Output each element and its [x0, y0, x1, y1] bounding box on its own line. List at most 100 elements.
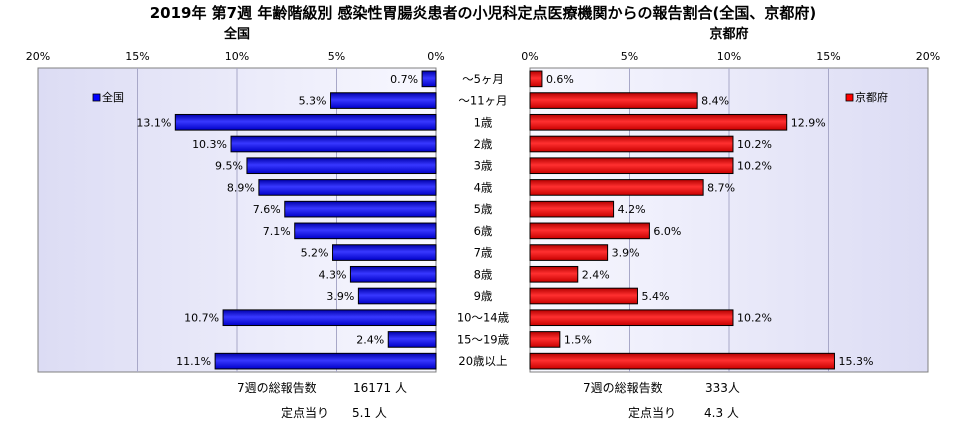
right-total-label: 7週の総報告数: [583, 380, 663, 395]
left-bar: [387, 331, 437, 348]
right-bar-value-label: 10.2%: [737, 160, 772, 173]
category-label: ～5ヶ月: [462, 72, 504, 86]
right-bar: [529, 179, 704, 196]
left-legend-swatch: [92, 93, 101, 102]
right-bar: [529, 135, 734, 153]
right-legend-label: 京都府: [855, 90, 888, 104]
category-label: 20歳以上: [458, 354, 507, 368]
left-axis-ticks: 0% 5% 10% 15% 20%: [26, 50, 445, 63]
category-label: 4歳: [474, 180, 493, 194]
right-bar: [529, 309, 734, 327]
left-tick-label: 10%: [225, 50, 249, 63]
right-bar: [529, 70, 543, 88]
right-bar: [529, 244, 609, 261]
right-bar-value-label: 10.2%: [737, 138, 772, 151]
left-per-label: 定点当り: [281, 405, 329, 420]
right-per-label: 定点当り: [628, 405, 676, 420]
left-bar-value-label: 3.9%: [326, 290, 354, 303]
left-bar-value-label: 5.2%: [301, 247, 329, 260]
right-bar: [529, 331, 561, 348]
right-bar-value-label: 2.4%: [582, 268, 610, 281]
right-bar: [529, 113, 788, 131]
right-bar-value-label: 15.3%: [838, 355, 873, 368]
left-bar-value-label: 13.1%: [136, 116, 171, 129]
right-legend: 京都府: [845, 90, 888, 104]
left-bar: [214, 352, 437, 370]
left-legend: 全国: [92, 90, 124, 104]
left-bar-value-label: 11.1%: [176, 355, 211, 368]
left-legend-label: 全国: [102, 90, 124, 104]
chart-title: 2019年 第7週 年齢階級別 感染性胃腸炎患者の小児科定点医療機関からの報告割…: [150, 4, 817, 22]
category-label: 9歳: [474, 289, 493, 303]
left-bar: [230, 135, 437, 153]
right-total-value: 333人: [705, 381, 740, 395]
left-bar-value-label: 9.5%: [215, 160, 243, 173]
left-bar-value-label: 4.3%: [318, 268, 346, 281]
right-tick-label: 15%: [816, 50, 840, 63]
right-bar: [529, 200, 615, 218]
right-series-bars: 0.6%8.4%12.9%10.2%10.2%8.7%4.2%6.0%3.9%2…: [529, 70, 873, 370]
left-total-value: 16171 人: [353, 381, 407, 395]
category-label: 3歳: [474, 159, 493, 173]
right-bar: [529, 157, 734, 175]
right-tick-label: 5%: [621, 50, 638, 63]
right-bar-value-label: 4.2%: [618, 203, 646, 216]
left-tick-label: 15%: [125, 50, 149, 63]
left-per-value: 5.1 人: [352, 406, 387, 420]
left-bar-value-label: 7.1%: [263, 225, 291, 238]
right-legend-swatch: [845, 93, 854, 102]
left-bar: [222, 309, 437, 327]
category-label: 1歳: [474, 115, 493, 129]
left-bar: [294, 222, 437, 240]
category-label: 10～14歳: [457, 311, 510, 325]
left-tick-label: 5%: [328, 50, 345, 63]
left-tick-label: 0%: [427, 50, 444, 63]
left-bar: [174, 113, 437, 131]
right-bar-value-label: 12.9%: [791, 116, 826, 129]
right-axis-ticks: 0% 5% 10% 15% 20%: [521, 50, 940, 63]
right-bar-value-label: 8.4%: [701, 95, 729, 108]
left-bar-value-label: 2.4%: [356, 333, 384, 346]
right-bar: [529, 265, 579, 283]
right-bar-value-label: 1.5%: [564, 333, 592, 346]
right-bar-value-label: 6.0%: [653, 225, 681, 238]
left-total-label: 7週の総報告数: [237, 380, 317, 395]
right-tick-label: 10%: [717, 50, 741, 63]
right-tick-label: 0%: [521, 50, 538, 63]
right-per-value: 4.3 人: [704, 406, 739, 420]
left-bar-value-label: 0.7%: [390, 73, 418, 86]
category-label: 2歳: [474, 137, 493, 151]
right-bar-value-label: 3.9%: [612, 247, 640, 260]
category-label: 15～19歳: [457, 332, 510, 346]
right-bar: [529, 352, 835, 370]
right-bar-value-label: 5.4%: [641, 290, 669, 303]
right-bar: [529, 92, 698, 109]
category-label: 7歳: [474, 246, 493, 260]
category-label: ～11ヶ月: [458, 94, 507, 108]
left-bar: [332, 244, 437, 261]
right-bar: [529, 222, 650, 240]
left-panel-title: 全国: [223, 26, 250, 42]
left-series-bars: 0.7% 5.3% 13.1% 10.3% 9.5% 8.9% 7.6% 7.1% 5.2% 4.…: [136, 70, 437, 370]
left-bar-value-label: 5.3%: [299, 95, 327, 108]
category-label: 8歳: [474, 267, 493, 281]
left-bar: [349, 265, 437, 283]
right-panel-title: 京都府: [709, 26, 748, 42]
left-bar: [357, 287, 437, 305]
category-label: 6歳: [474, 224, 493, 238]
left-bar: [421, 70, 437, 88]
left-bar: [330, 92, 437, 109]
left-bar-value-label: 8.9%: [227, 181, 255, 194]
right-bar: [529, 287, 638, 305]
right-tick-label: 20%: [916, 50, 940, 63]
left-bar-value-label: 10.7%: [184, 312, 219, 325]
category-label: 5歳: [474, 202, 493, 216]
right-bar-value-label: 0.6%: [546, 73, 574, 86]
left-tick-label: 20%: [26, 50, 50, 63]
category-labels: ～5ヶ月 ～11ヶ月 1歳 2歳 3歳 4歳 5歳 6歳 7歳 8歳 9歳 10～14歳 15～19歳 2…: [457, 72, 510, 368]
left-bar: [284, 200, 437, 218]
left-bar-value-label: 7.6%: [253, 203, 281, 216]
right-bar-value-label: 8.7%: [707, 181, 735, 194]
